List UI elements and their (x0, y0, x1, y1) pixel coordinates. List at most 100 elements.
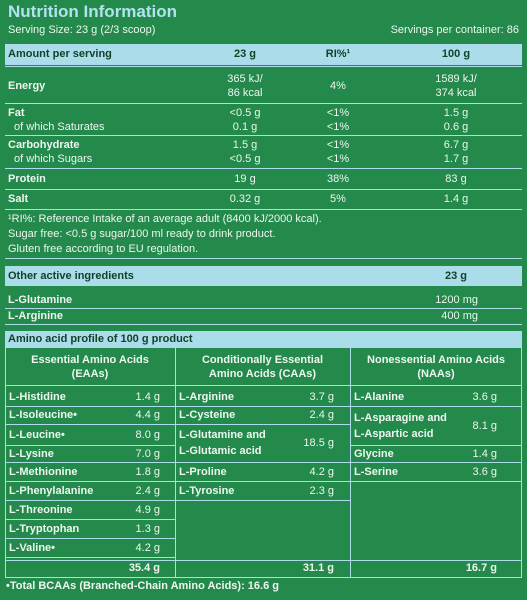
rule (175, 462, 350, 463)
rule (175, 406, 350, 407)
serving-size: Serving Size: 23 g (2/3 scoop) (8, 24, 156, 36)
amino-acid-name: L-Methionine (9, 465, 78, 478)
nutrient-value: <1% (326, 153, 350, 165)
rule (5, 577, 522, 578)
header-bar (5, 331, 522, 348)
rule (5, 385, 522, 386)
nutrient-value: 19 g (234, 173, 256, 185)
footnote: Sugar free: <0.5 g sugar/100 ml ready to… (8, 228, 276, 240)
column-total: 16.7 g (465, 562, 497, 574)
nutrient-name: of which Saturates (14, 120, 105, 133)
nutrient-value: 1.5 g (232, 139, 258, 151)
header-bar (5, 44, 522, 65)
title: Nutrition Information (8, 2, 178, 21)
amino-acid-name: L-Proline (179, 465, 227, 478)
amino-acid-amount: 2.3 g (309, 484, 334, 497)
amino-acid-name: L-Arginine (179, 391, 234, 403)
rule (5, 258, 522, 259)
column-header: (EAAs) (71, 368, 109, 380)
nutrient-name: Carbohydrate (8, 139, 80, 151)
nutrient-name: Energy (8, 79, 46, 92)
amino-acid-amount: 18.5 g (303, 437, 334, 449)
column-total: 35.4 g (128, 562, 160, 574)
rule (5, 462, 175, 463)
amino-acid-amount: 3.7 g (309, 391, 334, 403)
column-header: Other active ingredients (8, 270, 134, 282)
nutrient-value: 1.4 g (443, 193, 469, 205)
rule (5, 209, 522, 210)
nutrient-value: <0.5 g (229, 153, 261, 165)
nutrient-value: 1.5 g (443, 106, 469, 119)
nutrient-value: 6.7 g (443, 139, 469, 151)
column-header: (NAAs) (417, 368, 455, 380)
nutrient-value: 86 kcal (227, 86, 263, 99)
amino-acid-name: L-Aspartic acid (354, 427, 434, 440)
amino-acid-amount: 7.0 g (135, 447, 160, 460)
amino-acid-amount: 4.2 g (309, 465, 334, 478)
nutrient-value: <0.5 g (229, 106, 261, 119)
nutrient-value: 0.1 g (232, 120, 258, 133)
nutrient-value: 1.7 g (443, 153, 469, 165)
rule (5, 103, 522, 104)
rule (175, 424, 350, 425)
rule (521, 348, 522, 577)
rule (5, 557, 175, 558)
nutrient-value: <1% (326, 106, 350, 119)
footnote: ¹RI%: Reference Intake of an average adu… (8, 213, 322, 225)
rule (350, 481, 522, 482)
column-header: Amino Acids (CAAs) (208, 368, 317, 380)
rule (5, 66, 522, 67)
amino-acid-amount: 4.4 g (135, 409, 160, 421)
amino-acid-name: L-Valine• (9, 541, 56, 554)
rule (350, 445, 522, 446)
amino-acid-amount: 8.0 g (135, 428, 160, 441)
rule (5, 135, 522, 136)
rule (5, 538, 175, 539)
amino-acid-amount: 2.4 g (135, 484, 160, 497)
rule (175, 348, 176, 577)
nutrient-name: of which Sugars (14, 153, 93, 165)
footnote: •Total BCAAs (Branched-Chain Amino Acids… (6, 580, 279, 592)
amino-acid-name: L-Isoleucine• (9, 409, 78, 421)
rule (5, 308, 522, 309)
footnote: Gluten free according to EU regulation. (8, 243, 199, 255)
nutrient-value: 374 kcal (435, 86, 477, 99)
nutrient-value: 0.32 g (229, 193, 261, 205)
column-header: Conditionally Essential (201, 354, 324, 366)
nutrient-value: 5% (330, 193, 346, 205)
amino-acid-name: L-Tryptophan (9, 522, 80, 535)
column-header: Essential Amino Acids (31, 354, 149, 366)
column-total: 31.1 g (302, 562, 334, 574)
nutrient-name: Protein (8, 173, 46, 185)
ingredient-name: L-Glutamine (8, 294, 73, 306)
amino-acid-amount: 8.1 g (472, 419, 497, 432)
rule (5, 560, 522, 561)
amino-acid-name: L-Tyrosine (179, 484, 235, 497)
column-header: 23 g (233, 48, 257, 60)
rule (5, 406, 175, 407)
rule (175, 481, 350, 482)
nutrient-value: <1% (326, 139, 350, 151)
nutrient-value: 83 g (445, 173, 467, 185)
nutrient-value: 0.6 g (443, 120, 469, 133)
amino-acid-name: L-Lysine (9, 447, 54, 460)
rule (5, 481, 175, 482)
ingredient-amount: 400 mg (441, 310, 478, 322)
amino-acid-amount: 3.6 g (472, 465, 497, 478)
amino-acid-name: L-Histidine (9, 391, 66, 403)
amino-acid-amount: 1.4 g (472, 447, 497, 460)
column-header: RI%¹ (325, 48, 351, 60)
amino-acid-name: L-Threonine (9, 503, 73, 516)
amino-acid-amount: 1.8 g (135, 465, 160, 478)
amino-acid-name: L-Alanine (354, 391, 405, 403)
nutrient-name: Fat (8, 106, 25, 119)
amino-acid-name: L-Glutamic acid (179, 445, 262, 457)
rule (350, 406, 522, 407)
amino-acid-amount: 1.4 g (135, 391, 160, 403)
servings-per-container: Servings per container: 86 (390, 24, 519, 36)
ingredient-name: L-Arginine (8, 310, 63, 322)
column-header: 100 g (441, 48, 471, 60)
column-header: Nonessential Amino Acids (367, 354, 505, 366)
nutrient-name: Salt (8, 193, 29, 205)
rule (5, 189, 522, 190)
